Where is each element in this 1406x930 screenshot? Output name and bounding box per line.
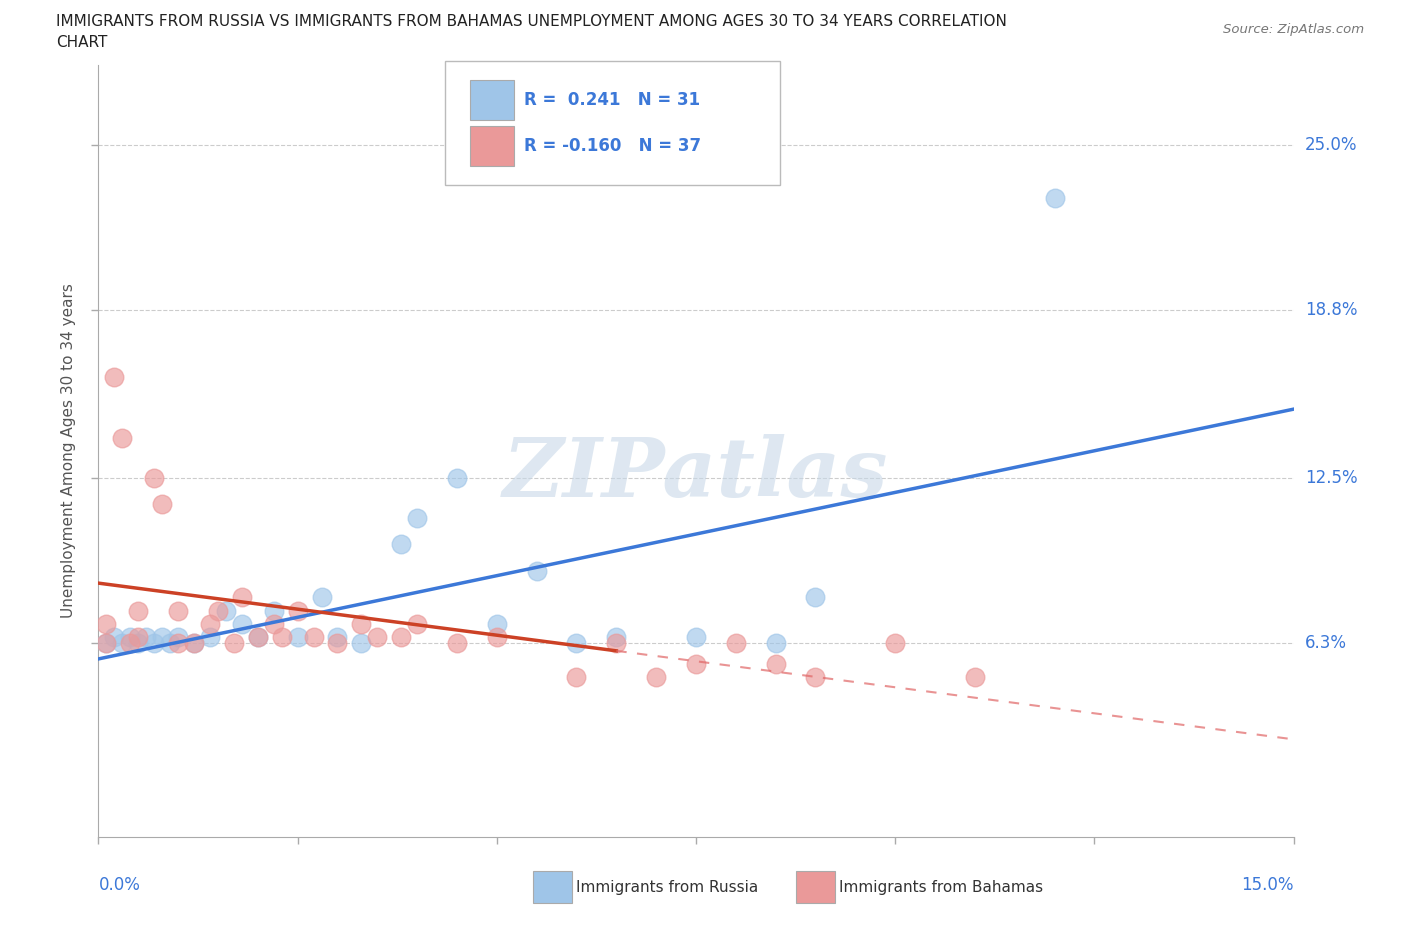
Point — [311, 590, 333, 604]
Point — [96, 635, 118, 650]
Text: 18.8%: 18.8% — [1305, 301, 1357, 319]
Point — [183, 635, 205, 650]
Text: ZIPatlas: ZIPatlas — [503, 434, 889, 514]
Point — [287, 630, 309, 644]
Point — [198, 617, 221, 631]
FancyBboxPatch shape — [796, 871, 835, 903]
Point — [207, 604, 229, 618]
Text: 0.0%: 0.0% — [98, 876, 141, 894]
Point — [103, 369, 125, 384]
Point — [485, 617, 508, 631]
Point — [605, 635, 627, 650]
Point — [350, 635, 373, 650]
Point — [765, 635, 787, 650]
Point — [167, 635, 190, 650]
Point — [263, 617, 285, 631]
Text: Source: ZipAtlas.com: Source: ZipAtlas.com — [1223, 23, 1364, 36]
Point — [111, 635, 134, 650]
Point — [143, 471, 166, 485]
Point — [963, 670, 986, 684]
FancyBboxPatch shape — [470, 80, 515, 120]
Point — [215, 604, 238, 618]
Point — [127, 604, 149, 618]
Point — [645, 670, 668, 684]
Point — [526, 564, 548, 578]
Text: R =  0.241   N = 31: R = 0.241 N = 31 — [524, 91, 700, 109]
Point — [1043, 191, 1066, 206]
Point — [326, 635, 349, 650]
Text: Immigrants from Bahamas: Immigrants from Bahamas — [839, 880, 1043, 895]
Point — [120, 635, 142, 650]
Point — [96, 617, 118, 631]
Point — [804, 670, 827, 684]
Point — [150, 497, 173, 512]
FancyBboxPatch shape — [533, 871, 572, 903]
Point — [246, 630, 269, 644]
Point — [111, 431, 134, 445]
Point — [406, 617, 429, 631]
Point — [350, 617, 373, 631]
Text: 25.0%: 25.0% — [1305, 136, 1357, 154]
Point — [198, 630, 221, 644]
Point — [246, 630, 269, 644]
Point — [724, 635, 747, 650]
Point — [565, 670, 588, 684]
Point — [222, 635, 245, 650]
Text: 12.5%: 12.5% — [1305, 469, 1357, 486]
Text: Immigrants from Russia: Immigrants from Russia — [576, 880, 759, 895]
Point — [263, 604, 285, 618]
Text: 6.3%: 6.3% — [1305, 633, 1347, 652]
Point — [167, 630, 190, 644]
Point — [183, 635, 205, 650]
Point — [96, 635, 118, 650]
Point — [765, 657, 787, 671]
Point — [120, 630, 142, 644]
Point — [605, 630, 627, 644]
Point — [804, 590, 827, 604]
Point — [135, 630, 157, 644]
Point — [167, 604, 190, 618]
Point — [231, 590, 253, 604]
Text: CHART: CHART — [56, 35, 108, 50]
Point — [685, 657, 707, 671]
Point — [103, 630, 125, 644]
FancyBboxPatch shape — [446, 61, 780, 185]
Point — [685, 630, 707, 644]
Point — [270, 630, 292, 644]
Point — [389, 630, 412, 644]
Point — [127, 635, 149, 650]
Point — [884, 635, 907, 650]
Text: 15.0%: 15.0% — [1241, 876, 1294, 894]
Point — [159, 635, 181, 650]
Point — [565, 635, 588, 650]
Point — [366, 630, 388, 644]
Point — [446, 471, 468, 485]
Point — [287, 604, 309, 618]
Point — [143, 635, 166, 650]
Point — [406, 511, 429, 525]
Text: IMMIGRANTS FROM RUSSIA VS IMMIGRANTS FROM BAHAMAS UNEMPLOYMENT AMONG AGES 30 TO : IMMIGRANTS FROM RUSSIA VS IMMIGRANTS FRO… — [56, 14, 1007, 29]
Point — [150, 630, 173, 644]
Point — [326, 630, 349, 644]
FancyBboxPatch shape — [470, 126, 515, 166]
Point — [231, 617, 253, 631]
Point — [127, 630, 149, 644]
Point — [389, 537, 412, 551]
Y-axis label: Unemployment Among Ages 30 to 34 years: Unemployment Among Ages 30 to 34 years — [60, 284, 76, 618]
Text: R = -0.160   N = 37: R = -0.160 N = 37 — [524, 137, 702, 155]
Point — [446, 635, 468, 650]
Point — [302, 630, 325, 644]
Point — [485, 630, 508, 644]
